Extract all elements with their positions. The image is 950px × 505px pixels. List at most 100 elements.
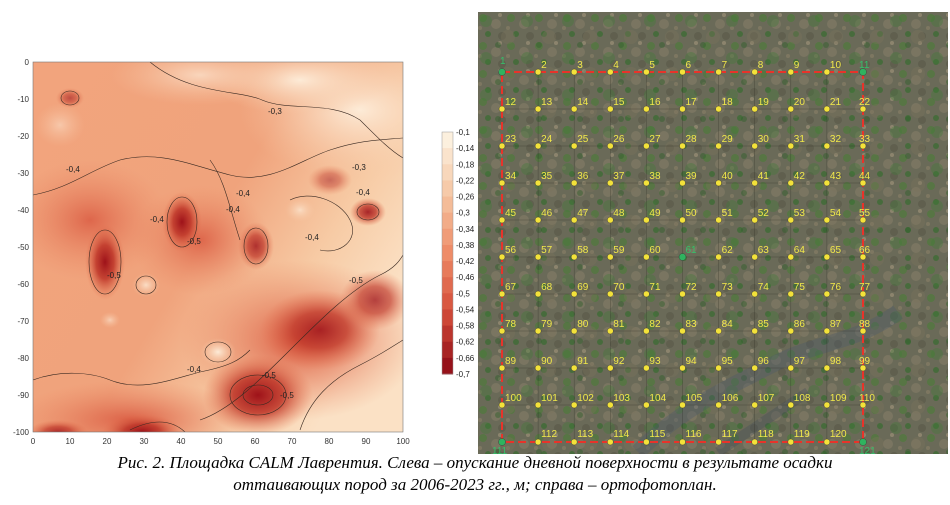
measurement-point [607,105,614,113]
measurement-point [607,68,614,76]
point-label: 98 [830,356,842,367]
contour-label: -0,3 [268,107,282,116]
measurement-point [570,253,578,261]
subsidence-contour-map: -0,3 -0,4 -0,3 -0,4 -0,4 -0,5 -0,4 -0,4 … [13,58,410,446]
contour-label: -0,5 [107,271,121,280]
point-label: 101 [541,393,558,404]
point-label: 96 [758,356,770,367]
point-label: 26 [613,134,625,145]
measurement-point [787,68,794,76]
measurement-point [751,327,758,335]
point-label: 13 [541,97,553,108]
point-label: 23 [505,134,517,145]
point-label: 84 [722,319,734,330]
legend-label: -0,3 [456,209,470,218]
contour-label: -0,4 [66,165,80,174]
measurement-point [751,364,758,372]
measurement-point [679,179,686,187]
measurement-point [679,290,686,298]
point-label: 15 [613,97,625,108]
point-label: 53 [794,208,806,219]
point-label: 49 [649,208,661,219]
point-label: 99 [859,356,871,367]
measurement-point [715,68,722,76]
point-label: 93 [649,356,661,367]
measurement-point [859,253,867,261]
point-label: 92 [613,356,625,367]
measurement-point [607,438,614,446]
measurement-point [751,401,758,409]
measurement-point [715,290,722,298]
measurement-point [679,216,686,224]
contour-label: -0,4 [356,188,370,197]
point-label: 59 [613,245,625,256]
point-label: 103 [613,393,630,404]
figure-caption: Рис. 2. Площадка CALM Лаврентия. Слева –… [0,452,950,496]
measurement-point [498,364,506,372]
measurement-point [787,401,794,409]
measurement-point [679,364,686,372]
point-label: 102 [577,393,594,404]
point-label: 24 [541,134,553,145]
y-tick-label: -60 [17,280,29,289]
y-tick-label: -50 [17,243,29,252]
measurement-point [715,327,722,335]
point-label: 31 [794,134,806,145]
measurement-point [534,179,542,187]
measurement-point [534,253,542,261]
x-tick-label: 0 [31,437,36,446]
measurement-point [823,327,831,335]
legend-frame [441,131,454,375]
measurement-point [498,253,506,261]
y-axis-ticks: 0 -10 -20 -30 -40 -50 -60 -70 -80 -90 -100 [13,58,30,437]
contour-label: -0,5 [262,371,276,380]
measurement-point [498,216,506,224]
measurement-point [498,105,506,113]
measurement-point [859,401,867,409]
point-label: 109 [830,393,847,404]
measurement-point [570,68,578,76]
point-label: 113 [577,429,593,440]
measurement-point [643,290,650,298]
point-label: 118 [758,429,774,440]
point-label: 3 [577,60,583,71]
point-label: 116 [686,429,702,440]
measurement-point [607,290,614,298]
point-label: 87 [830,319,842,330]
point-label: 60 [649,245,661,256]
measurement-point [751,179,758,187]
legend-label: -0,42 [456,257,475,266]
measurement-point [751,68,758,76]
measurement-point [823,401,831,409]
measurement-point [570,364,578,372]
point-label: 29 [722,134,734,145]
point-label: 21 [830,97,842,108]
contour-label: -0,4 [226,205,240,214]
measurement-point [498,68,506,76]
point-label: 114 [613,429,629,440]
measurement-point [534,438,542,446]
point-label: 20 [794,97,806,108]
legend-labels: -0,1 -0,14 -0,18 -0,22 -0,26 -0,3 -0,34 -0,38 -0… [456,128,475,379]
measurement-point [607,179,614,187]
point-label: 4 [613,60,619,71]
measurement-point [715,253,722,261]
measurement-point [534,105,542,113]
point-label: 58 [577,245,589,256]
point-label: 45 [505,208,517,219]
measurement-point [679,401,686,409]
point-label: 28 [686,134,698,145]
point-label: 18 [722,97,734,108]
point-label: 89 [505,356,517,367]
point-label: 108 [794,393,811,404]
color-legend: -0,1 -0,14 -0,18 -0,22 -0,26 -0,3 -0,34 -0,38 -0… [441,128,475,379]
x-tick-label: 70 [288,437,297,446]
legend-swatch [442,228,453,246]
point-label: 47 [577,208,589,219]
measurement-point [534,364,542,372]
legend-swatch [442,132,453,149]
point-label: 52 [758,208,770,219]
measurement-point [498,438,506,446]
legend-swatch [442,309,453,327]
